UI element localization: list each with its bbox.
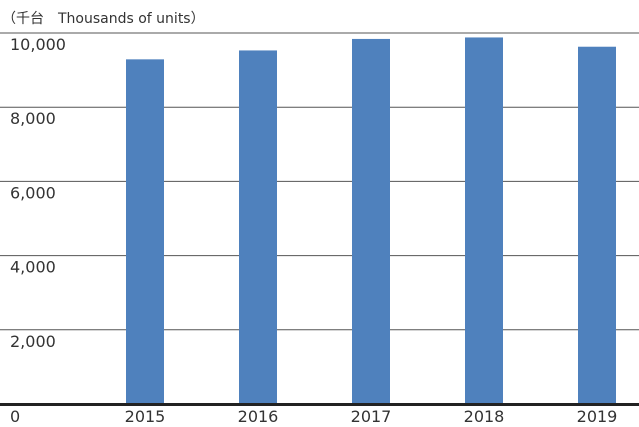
y-tick-label: 2,000 — [10, 332, 56, 351]
x-tick-label: 2018 — [464, 407, 505, 426]
x-tick-label: 2016 — [238, 407, 279, 426]
bar-2015 — [126, 59, 164, 404]
x-tick-label: 2015 — [125, 407, 166, 426]
y-tick-labels: 0 2,000 4,000 6,000 8,000 10,000 — [10, 35, 66, 426]
bar-2019 — [578, 46, 616, 405]
bar-2016 — [239, 50, 277, 404]
gridlines — [0, 32, 639, 331]
y-tick-label: 10,000 — [10, 35, 66, 54]
x-tick-label: 2019 — [577, 407, 618, 426]
y-tick-label: 8,000 — [10, 109, 56, 128]
bar-2018 — [465, 37, 503, 405]
y-tick-label: 6,000 — [10, 183, 56, 202]
bars — [126, 37, 616, 405]
bar-2017 — [352, 38, 390, 404]
x-tick-labels: 2015 2016 2017 2018 2019 — [125, 407, 618, 426]
x-tick-label: 2017 — [351, 407, 392, 426]
unit-label: （千台 Thousands of units） — [2, 11, 205, 27]
y-tick-label: 4,000 — [10, 258, 56, 277]
y-tick-label: 0 — [10, 407, 20, 426]
